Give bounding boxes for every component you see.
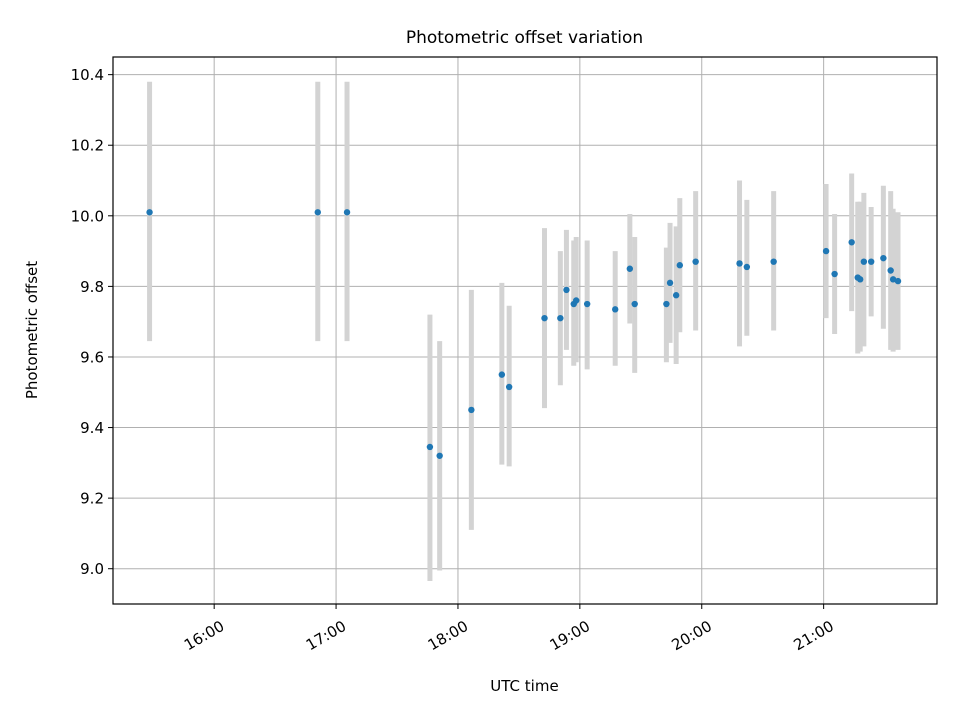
x-axis-label: UTC time <box>490 677 558 695</box>
data-point <box>631 300 638 308</box>
data-point <box>436 452 443 459</box>
data-point <box>743 263 751 271</box>
data-point <box>860 258 868 265</box>
data-points <box>146 209 902 459</box>
error-bars <box>147 81 901 582</box>
y-tick-label: 10.0 <box>71 207 104 225</box>
y-axis-label: Photometric offset <box>23 261 41 399</box>
data-point <box>468 406 475 414</box>
grid <box>113 57 937 604</box>
y-tick-label: 9.4 <box>80 419 104 437</box>
y-tick-label: 10.4 <box>71 66 104 84</box>
y-tick-label: 9.2 <box>80 490 104 508</box>
data-point <box>857 276 864 283</box>
data-point <box>314 209 321 216</box>
data-point <box>343 209 351 216</box>
data-point <box>557 314 564 322</box>
data-point <box>505 383 513 391</box>
data-point <box>676 262 684 269</box>
data-point <box>583 300 591 308</box>
data-point <box>672 292 680 299</box>
data-point <box>663 300 670 308</box>
x-tick-label: 21:00 <box>790 617 836 654</box>
data-point <box>498 371 506 378</box>
data-point <box>612 306 619 313</box>
chart-title: Photometric offset variation <box>406 28 643 48</box>
x-tick-label: 19:00 <box>547 617 593 654</box>
y-tick-label: 9.8 <box>80 278 104 296</box>
data-point <box>146 209 153 216</box>
data-point <box>831 270 838 278</box>
y-axis: 9.0 9.2 9.4 9.6 9.8 10.0 10.2 10.4 <box>71 66 113 578</box>
data-point <box>848 239 855 246</box>
y-tick-label: 9.6 <box>80 348 104 366</box>
plot-frame <box>112 56 938 605</box>
data-point <box>426 443 434 451</box>
data-point <box>541 314 548 322</box>
x-tick-label: 18:00 <box>425 617 471 654</box>
data-point <box>894 277 902 285</box>
data-point <box>770 258 777 265</box>
data-point <box>563 286 570 294</box>
data-point <box>666 279 674 287</box>
data-point <box>889 276 897 283</box>
data-point <box>736 260 743 267</box>
x-tick-label: 16:00 <box>181 617 227 654</box>
data-point <box>880 254 887 262</box>
y-tick-label: 9.0 <box>80 560 104 578</box>
data-point <box>572 297 580 304</box>
y-tick-label: 10.2 <box>71 137 104 155</box>
data-point <box>692 258 699 265</box>
data-point <box>822 247 830 255</box>
data-point <box>887 267 894 274</box>
x-axis: 16:00 17:00 18:00 19:00 20:00 21:00 <box>181 604 837 654</box>
x-tick-label: 20:00 <box>669 617 715 654</box>
x-tick-label: 17:00 <box>303 617 349 654</box>
data-point <box>626 265 634 272</box>
data-point <box>867 258 875 265</box>
